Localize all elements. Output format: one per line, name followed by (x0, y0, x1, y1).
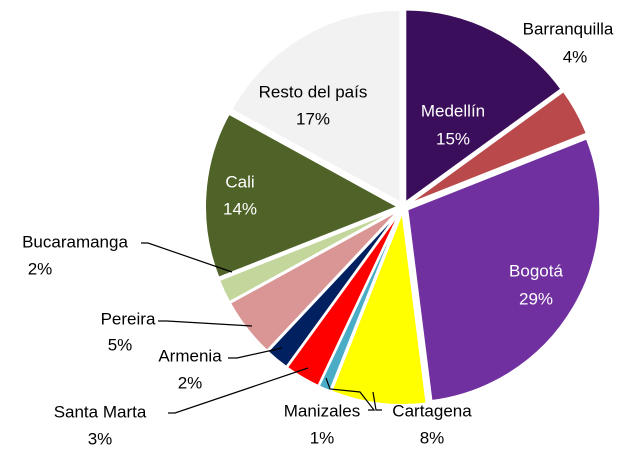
slice-value-label: 2% (28, 259, 53, 278)
pie-slice (217, 208, 399, 304)
leader-line (158, 320, 253, 327)
leader-line (325, 377, 376, 411)
slice-label: Armenia (158, 346, 222, 365)
slice-value-label: 2% (178, 373, 203, 392)
slice-label: Bucaramanga (22, 232, 128, 251)
slice-label: Barranquilla (523, 19, 614, 38)
slice-label: Bogotá (509, 261, 563, 280)
slice-label: Medellín (421, 101, 485, 120)
slice-value-label: 15% (436, 129, 470, 148)
slice-value-label: 5% (108, 335, 133, 354)
leader-line (228, 347, 283, 359)
pie-slice (228, 209, 400, 353)
slice-value-label: 29% (519, 289, 553, 308)
slice-value-label: 4% (563, 47, 588, 66)
slice-label: Resto del país (259, 82, 368, 101)
leader-line (141, 242, 233, 273)
slice-value-label: 14% (223, 199, 257, 218)
leader-line (168, 367, 309, 414)
pie-slice (404, 8, 563, 205)
pie-slice (406, 137, 602, 403)
slice-label: Cartagena (392, 401, 472, 420)
slice-value-label: 3% (88, 429, 113, 448)
slice-label: Pereira (101, 309, 156, 328)
slice-label: Santa Marta (54, 402, 147, 421)
slice-value-label: 8% (420, 428, 445, 447)
pie-slice (229, 8, 402, 205)
leader-line (372, 391, 382, 411)
slice-value-label: 17% (296, 109, 330, 128)
slice-label: Manizales (284, 401, 361, 420)
slice-label: Cali (225, 172, 254, 191)
pie-slice (330, 211, 428, 406)
slice-value-label: 1% (310, 428, 335, 447)
pie-slice (406, 89, 589, 206)
